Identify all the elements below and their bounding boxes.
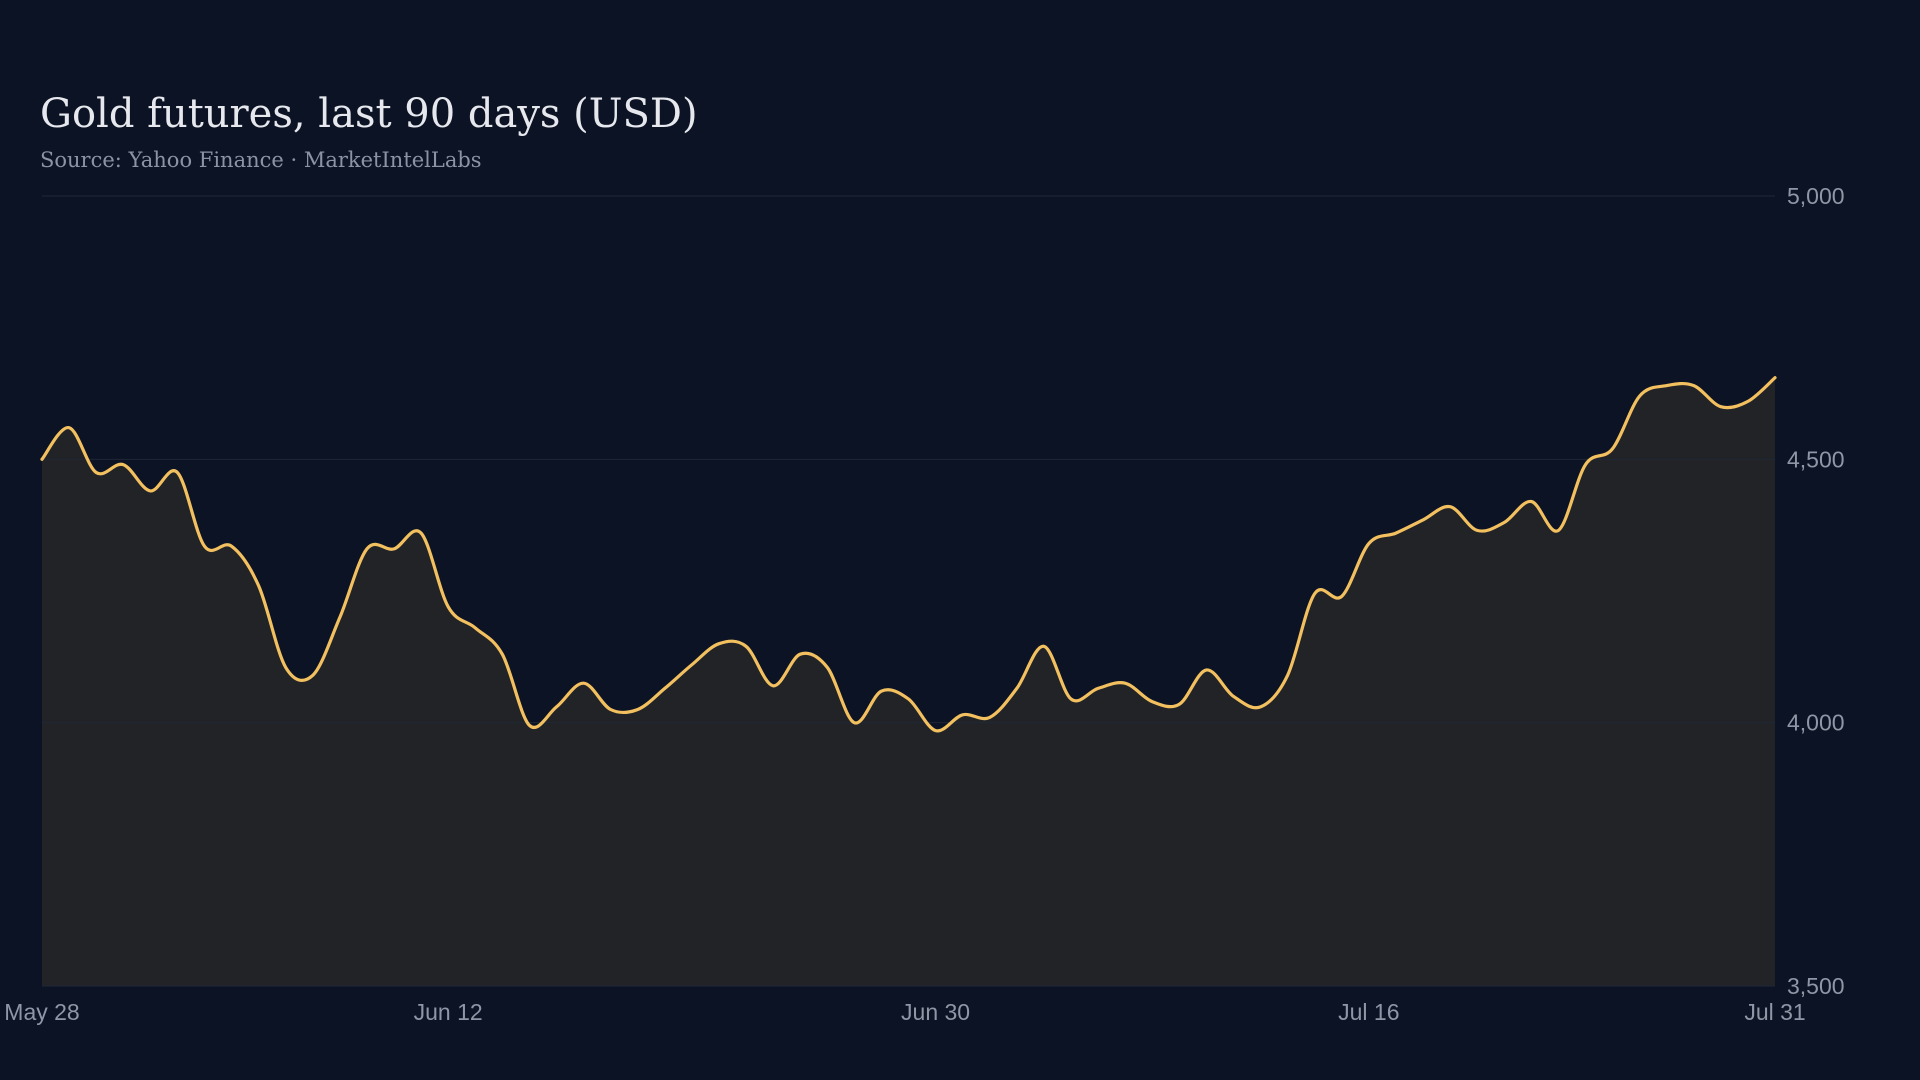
y-tick-label-5000: 5,000 [1787, 183, 1845, 209]
series-line [40, 376, 1777, 733]
x-tick-label-jul-16: Jul 16 [1338, 999, 1399, 1025]
y-tick-label-4000: 4,000 [1787, 710, 1845, 736]
x-tick-label-may-28: May 28 [4, 999, 79, 1025]
chart-title: Gold futures, last 90 days (USD) [40, 91, 698, 137]
chart-subtitle: Source: Yahoo Finance · MarketIntelLabs [40, 148, 482, 172]
y-tick-label-4500: 4,500 [1787, 446, 1845, 472]
x-tick-label-jun-30: Jun 30 [901, 999, 970, 1025]
x-tick-label-jul-31: Jul 31 [1744, 999, 1805, 1025]
y-tick-label-3500: 3,500 [1787, 973, 1845, 999]
area-fill [42, 377, 1775, 986]
x-tick-label-jun-12: Jun 12 [414, 999, 483, 1025]
